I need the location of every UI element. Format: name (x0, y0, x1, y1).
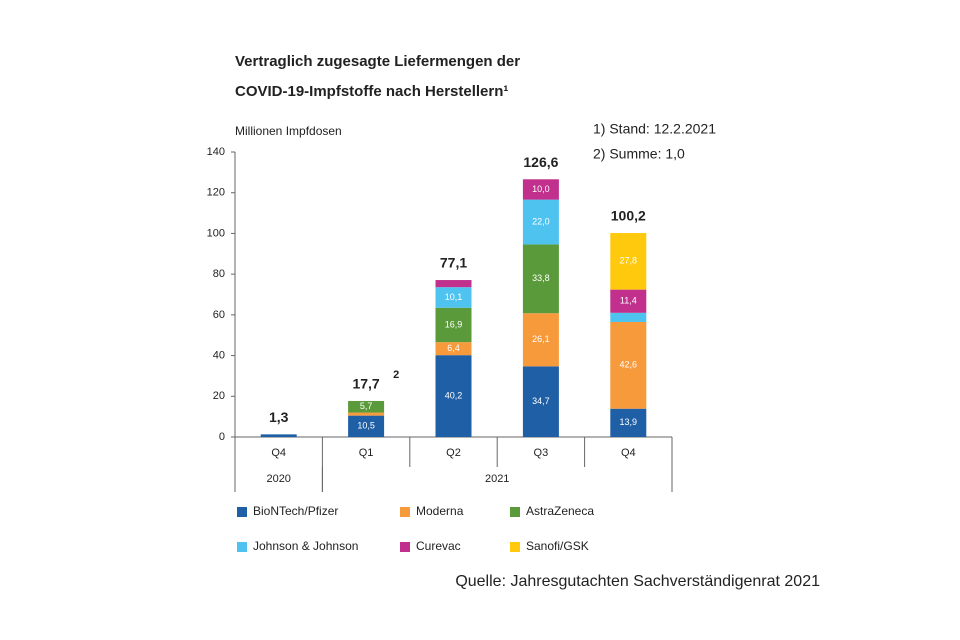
source: Quelle: Jahresgutachten Sachverständigen… (455, 573, 820, 590)
x-tick-label: Q4 (271, 447, 286, 459)
bar-segment (522, 366, 559, 437)
segment-label: 10,5 (357, 421, 375, 431)
segment-label: 22,0 (532, 216, 550, 226)
legend-label: Sanofi/GSK (526, 539, 589, 553)
segment-label: 42,6 (620, 360, 638, 370)
total-label: 126,6 (523, 154, 558, 170)
bar-segment (522, 313, 559, 367)
bar-segment (610, 233, 647, 290)
segment-label: 13,9 (620, 417, 638, 427)
y-tick-label: 0 (219, 431, 225, 443)
segment-label: 5,7 (360, 401, 373, 411)
y-tick-label: 60 (213, 309, 225, 321)
y-tick-label: 120 (207, 187, 225, 199)
note: 2) Summe: 1,0 (593, 146, 685, 162)
bar-segment (435, 342, 472, 356)
segment-label: 33,8 (532, 273, 550, 283)
segment-label: 11,4 (620, 296, 637, 306)
bar-segment (348, 412, 385, 416)
segment-label: 16,9 (445, 319, 463, 329)
segment-label: 27,8 (620, 256, 638, 266)
bar-segment (435, 287, 472, 308)
legend-label: BioNTech/Pfizer (253, 504, 338, 518)
x-tick-label: Q1 (359, 447, 374, 459)
legend-label: Moderna (416, 504, 464, 518)
bar-segment (435, 280, 472, 288)
total-label: 77,1 (440, 255, 467, 271)
year-label: 2020 (266, 473, 290, 485)
y-tick-label: 100 (207, 227, 225, 239)
y-tick-label: 140 (207, 146, 225, 158)
x-tick-label: Q2 (446, 447, 461, 459)
year-label: 2021 (485, 473, 509, 485)
bar-segment (435, 307, 472, 343)
legend-label: Johnson & Johnson (253, 539, 358, 553)
note: 1) Stand: 12.2.2021 (593, 121, 716, 137)
y-tick-label: 80 (213, 268, 225, 280)
y-axis-label: Millionen Impfdosen (235, 124, 342, 138)
segment-label: 10,1 (445, 292, 463, 302)
total-label: 1,3 (269, 409, 289, 425)
bar-segment (610, 312, 647, 322)
segment-label: 10,0 (532, 184, 550, 194)
legend-swatch (400, 542, 410, 552)
legend-swatch (510, 542, 520, 552)
bar-segment (522, 179, 559, 200)
x-tick-label: Q4 (621, 447, 636, 459)
segment-label: 40,2 (445, 390, 463, 400)
legend-swatch (400, 507, 410, 517)
x-tick-label: Q3 (534, 447, 549, 459)
segment-label: 34,7 (532, 396, 550, 406)
y-tick-label: 20 (213, 390, 225, 402)
bar-segment (260, 434, 297, 437)
total-label: 100,2 (611, 208, 646, 224)
bar-segment (348, 415, 385, 437)
chart-title: COVID-19-Impfstoffe nach Herstellern¹ (235, 83, 508, 100)
chart-title: Vertraglich zugesagte Liefermengen der (235, 53, 520, 70)
bar-segment (435, 355, 472, 437)
bar-segment (348, 400, 385, 413)
segment-label: 26,1 (532, 334, 550, 344)
total-note: 2 (393, 369, 399, 381)
bar-segment (522, 199, 559, 245)
total-label: 17,7 (352, 376, 379, 392)
legend-swatch (237, 507, 247, 517)
legend-swatch (237, 542, 247, 552)
y-tick-label: 40 (213, 349, 225, 361)
segment-label: 6,4 (447, 343, 460, 353)
bar-segment (610, 321, 647, 409)
legend-label: AstraZeneca (526, 504, 594, 518)
bar-segment (610, 289, 647, 313)
legend-label: Curevac (416, 539, 461, 553)
legend-swatch (510, 507, 520, 517)
bar-segment (610, 408, 647, 437)
bar-segment (522, 244, 559, 314)
